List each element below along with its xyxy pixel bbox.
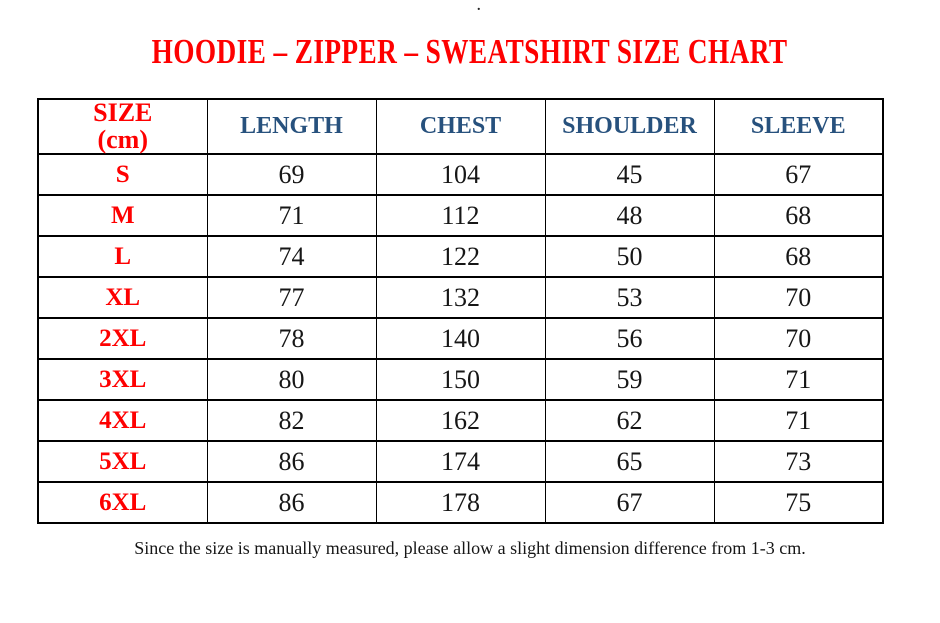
table-row: S 69 104 45 67: [37, 153, 884, 197]
shoulder-value-cell: 67: [544, 481, 715, 525]
table-row: 5XL 86 174 65 73: [37, 440, 884, 484]
size-label-cell: 3XL: [37, 358, 208, 402]
top-dot: .: [477, 0, 481, 14]
header-size-line2: (cm): [97, 124, 148, 154]
length-value-cell: 80: [206, 358, 377, 402]
sleeve-value-cell: 71: [713, 358, 884, 402]
chest-value-cell: 178: [375, 481, 546, 525]
chest-value-cell: 122: [375, 235, 546, 279]
sleeve-value-cell: 67: [713, 153, 884, 197]
length-value-cell: 78: [206, 317, 377, 361]
shoulder-value-cell: 59: [544, 358, 715, 402]
shoulder-value-cell: 48: [544, 194, 715, 238]
size-label-cell: 6XL: [37, 481, 208, 525]
header-size-cm: SIZE (cm): [37, 97, 208, 156]
chest-value-cell: 140: [375, 317, 546, 361]
shoulder-value-cell: 65: [544, 440, 715, 484]
chest-value-cell: 132: [375, 276, 546, 320]
chest-value-cell: 174: [375, 440, 546, 484]
table-row: 6XL 86 178 67 75: [37, 481, 884, 525]
length-value-cell: 71: [206, 194, 377, 238]
length-value-cell: 82: [206, 399, 377, 443]
shoulder-value-cell: 62: [544, 399, 715, 443]
chest-value-cell: 104: [375, 153, 546, 197]
size-label-cell: 4XL: [37, 399, 208, 443]
size-chart-table: SIZE (cm) LENGTH CHEST SHOULDER SLEEVE S…: [37, 97, 884, 525]
length-value-cell: 77: [206, 276, 377, 320]
header-length: LENGTH: [206, 97, 377, 156]
shoulder-value-cell: 50: [544, 235, 715, 279]
size-label-cell: 2XL: [37, 317, 208, 361]
table-row: 3XL 80 150 59 71: [37, 358, 884, 402]
chest-value-cell: 162: [375, 399, 546, 443]
size-label-cell: XL: [37, 276, 208, 320]
header-shoulder: SHOULDER: [544, 97, 715, 156]
sleeve-value-cell: 68: [713, 194, 884, 238]
sleeve-value-cell: 73: [713, 440, 884, 484]
table-row: 4XL 82 162 62 71: [37, 399, 884, 443]
footer-note: Since the size is manually measured, ple…: [134, 538, 806, 558]
sleeve-value-cell: 71: [713, 399, 884, 443]
header-row: SIZE (cm) LENGTH CHEST SHOULDER SLEEVE: [37, 97, 884, 156]
table-row: 2XL 78 140 56 70: [37, 317, 884, 361]
table-row: XL 77 132 53 70: [37, 276, 884, 320]
sleeve-value-cell: 68: [713, 235, 884, 279]
size-label-cell: 5XL: [37, 440, 208, 484]
title-container: HOODIE – ZIPPER – SWEATSHIRT SIZE CHART: [0, 32, 940, 72]
page-title: HOODIE – ZIPPER – SWEATSHIRT SIZE CHART: [152, 32, 788, 71]
size-label-cell: L: [37, 235, 208, 279]
shoulder-value-cell: 56: [544, 317, 715, 361]
header-sleeve: SLEEVE: [713, 97, 884, 156]
table-row: M 71 112 48 68: [37, 194, 884, 238]
chest-value-cell: 112: [375, 194, 546, 238]
chest-value-cell: 150: [375, 358, 546, 402]
size-label-cell: M: [37, 194, 208, 238]
sleeve-value-cell: 75: [713, 481, 884, 525]
length-value-cell: 69: [206, 153, 377, 197]
length-value-cell: 86: [206, 440, 377, 484]
sleeve-value-cell: 70: [713, 317, 884, 361]
header-chest: CHEST: [375, 97, 546, 156]
table-row: L 74 122 50 68: [37, 235, 884, 279]
sleeve-value-cell: 70: [713, 276, 884, 320]
shoulder-value-cell: 53: [544, 276, 715, 320]
header-size-line1: SIZE: [93, 98, 153, 127]
length-value-cell: 86: [206, 481, 377, 525]
length-value-cell: 74: [206, 235, 377, 279]
size-label-cell: S: [37, 153, 208, 197]
shoulder-value-cell: 45: [544, 153, 715, 197]
